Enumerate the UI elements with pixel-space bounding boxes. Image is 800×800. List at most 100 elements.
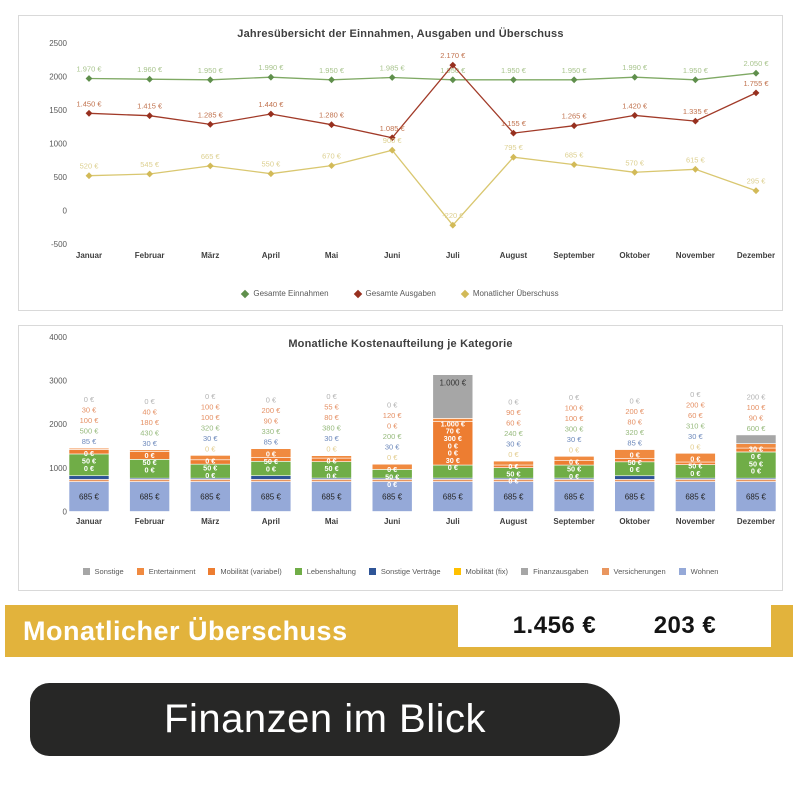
data-point-marker (388, 74, 396, 81)
legend-label: Lebenshaltung (306, 567, 356, 576)
bar-segment (311, 481, 352, 512)
bar-April: 685 €0 €200 €90 €330 €85 €0 €50 €0 € (250, 396, 292, 512)
svg-text:0 €: 0 € (569, 393, 580, 402)
svg-text:Oktober: Oktober (619, 251, 650, 260)
bar-segment (493, 460, 534, 466)
legend-label: Wohnen (690, 567, 719, 576)
svg-text:685 €: 685 € (443, 493, 464, 502)
svg-text:Juli: Juli (446, 251, 460, 260)
svg-text:500: 500 (54, 173, 68, 182)
data-point-marker (85, 172, 93, 180)
data-point-marker (85, 75, 93, 82)
legend-label: Mobilität (variabel) (220, 567, 282, 576)
svg-text:900 €: 900 € (383, 136, 403, 145)
svg-text:2.170 €: 2.170 € (440, 51, 466, 60)
svg-text:50 €: 50 € (264, 457, 278, 466)
svg-text:80 €: 80 € (324, 413, 339, 422)
bar-segment (250, 475, 292, 480)
legend-item: Gesamte Einnahmen (241, 289, 329, 298)
svg-text:100 €: 100 € (201, 413, 221, 422)
bar-segment (68, 479, 110, 482)
svg-text:0 €: 0 € (569, 472, 579, 481)
svg-text:Oktober: Oktober (619, 517, 650, 526)
svg-text:0 €: 0 € (630, 451, 640, 460)
legend-label: Mobilität (fix) (465, 567, 509, 576)
bar-segment (614, 475, 656, 480)
cost-breakdown-chart-card: Monatliche Kostenaufteilung je Kategorie… (18, 325, 783, 591)
svg-text:50 €: 50 € (143, 458, 157, 467)
surplus-banner-title: Monatlicher Überschuss (23, 615, 348, 646)
svg-text:685 €: 685 € (200, 493, 221, 502)
svg-text:795 €: 795 € (504, 143, 524, 152)
svg-text:200 €: 200 € (383, 432, 403, 441)
legend-item: Mobilität (variabel) (208, 567, 282, 576)
svg-text:30 €: 30 € (324, 434, 339, 443)
svg-text:685 €: 685 € (564, 493, 585, 502)
svg-text:Juni: Juni (384, 517, 400, 526)
legend-marker-icon (82, 568, 90, 575)
cost-breakdown-bar-chart: 4000 3000 2000 1000 0 Januar Februar März April M… (49, 333, 777, 526)
bar-segment (614, 479, 656, 482)
data-point-marker (146, 112, 153, 120)
svg-text:30 €: 30 € (82, 406, 97, 415)
legend-label: Finanzausgaben (533, 567, 589, 576)
svg-text:September: September (553, 517, 594, 526)
svg-text:1.950 €: 1.950 € (562, 66, 588, 75)
svg-text:1.990 €: 1.990 € (258, 63, 284, 72)
legend-label: Gesamte Ausgaben (365, 289, 436, 298)
legend-label: Monatlicher Überschuss (472, 289, 559, 298)
svg-text:0 €: 0 € (448, 441, 458, 450)
svg-text:Februar: Februar (135, 517, 165, 526)
svg-text:Mai: Mai (325, 517, 338, 526)
svg-text:30 €: 30 € (688, 432, 703, 441)
bar-Juli: 685 €1.000 €1.000 €70 €300 €0 €0 €30 €0 … (432, 374, 474, 512)
svg-text:0: 0 (63, 507, 68, 516)
svg-text:0 €: 0 € (266, 396, 277, 405)
data-point-marker (388, 146, 396, 154)
data-point-marker (570, 76, 578, 84)
svg-text:1500: 1500 (49, 106, 67, 115)
svg-text:200 €: 200 € (262, 406, 282, 415)
cost-breakdown-chart-title: Monatliche Kostenaufteilung je Kategorie (288, 338, 513, 350)
data-point-marker (752, 187, 760, 195)
svg-text:30 €: 30 € (506, 440, 521, 449)
footer-banner-title: Finanzen im Blick (164, 697, 486, 741)
svg-text:Juli: Juli (446, 517, 460, 526)
legend-label: Entertainment (148, 567, 196, 576)
svg-text:1.415 €: 1.415 € (137, 102, 163, 111)
svg-text:30 €: 30 € (446, 456, 460, 465)
data-point-marker (449, 61, 457, 69)
bar-Oktober: 685 €0 €200 €80 €320 €85 €0 €50 €0 € (614, 397, 656, 512)
svg-text:60 €: 60 € (506, 419, 521, 428)
svg-text:0 €: 0 € (569, 457, 579, 466)
bar-segment (735, 481, 777, 512)
svg-text:August: August (500, 251, 528, 260)
svg-text:1.950 €: 1.950 € (683, 66, 709, 75)
svg-text:0 €: 0 € (84, 395, 95, 404)
svg-text:0 €: 0 € (387, 480, 397, 489)
svg-text:200 €: 200 € (625, 407, 645, 416)
svg-text:50 €: 50 € (628, 458, 642, 467)
svg-text:Dezember: Dezember (737, 251, 775, 260)
svg-text:0 €: 0 € (508, 462, 518, 471)
svg-text:1.450 €: 1.450 € (76, 99, 102, 108)
data-point-marker (328, 76, 335, 84)
svg-text:70 €: 70 € (446, 427, 460, 436)
svg-text:0 €: 0 € (387, 465, 397, 474)
data-point-marker (267, 110, 275, 118)
svg-text:Mai: Mai (325, 251, 338, 260)
bar-segment (735, 434, 777, 444)
svg-text:90 €: 90 € (506, 408, 521, 417)
svg-text:1.420 €: 1.420 € (622, 101, 648, 110)
legend-marker-icon (208, 568, 216, 575)
bar-März: 685 €0 €100 €100 €320 €30 €0 €0 €50 €0 € (190, 392, 231, 512)
svg-text:0 €: 0 € (508, 477, 518, 486)
svg-text:30 €: 30 € (567, 435, 582, 444)
line-series-2: 520 € 545 € 665 € 550 € 670 € 900 € -220 € 795 … (80, 136, 766, 229)
svg-text:50 €: 50 € (506, 469, 520, 478)
bar-segment (432, 481, 474, 512)
svg-text:0: 0 (63, 207, 68, 216)
svg-text:0 €: 0 € (326, 457, 336, 466)
svg-text:0 €: 0 € (508, 450, 519, 459)
data-point-marker (146, 170, 153, 178)
